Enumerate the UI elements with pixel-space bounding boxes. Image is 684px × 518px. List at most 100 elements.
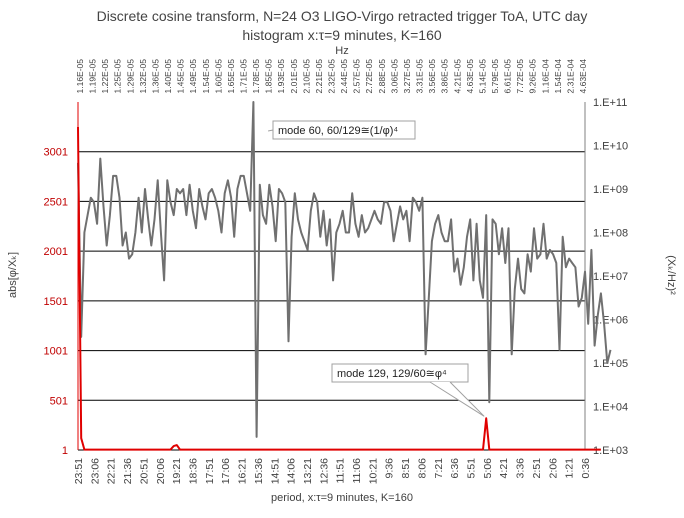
top-tick-label: 2.10E-05: [301, 59, 311, 94]
top-tick-label: 1.54E-05: [201, 59, 211, 94]
x-axis-label: period, x:τ=9 minutes, K=160: [271, 492, 413, 504]
top-tick-label: 2.01E-05: [289, 59, 299, 94]
top-tick-label: 4.21E-05: [452, 59, 462, 94]
bottom-tick-label: 3:36: [515, 458, 527, 479]
tick-labels: 1501100115012001250130011.E+031.E+041.E+…: [44, 59, 629, 485]
top-tick-label: 9.26E-05: [528, 59, 538, 94]
series-lines: [77, 101, 612, 451]
top-tick-label: 1.16E-04: [540, 59, 550, 94]
bottom-tick-label: 16:21: [237, 458, 249, 484]
bottom-tick-label: 5:51: [466, 458, 478, 479]
top-tick-label: 1.45E-05: [176, 59, 186, 94]
top-axis-label: Hz: [335, 45, 348, 57]
bottom-tick-label: 2:06: [547, 458, 559, 479]
bottom-tick-label: 10:21: [367, 458, 379, 484]
bottom-tick-label: 1:21: [564, 458, 576, 479]
top-tick-label: 3.86E-05: [440, 59, 450, 94]
bottom-tick-label: 7:21: [433, 458, 445, 479]
top-tick-label: 5.14E-05: [477, 59, 487, 94]
y-right-tick-label: 1.E+09: [593, 184, 628, 196]
top-tick-label: 1.49E-05: [188, 59, 198, 94]
top-tick-label: 2.72E-05: [364, 59, 374, 94]
bottom-tick-label: 6:36: [449, 458, 461, 479]
y-left-tick-label: 501: [50, 395, 68, 407]
y-left-tick-label: 1: [62, 445, 68, 457]
top-tick-label: 1.29E-05: [125, 59, 135, 94]
bottom-tick-label: 14:51: [269, 458, 281, 484]
top-tick-label: 2.57E-05: [352, 59, 362, 94]
series-line-power: [77, 101, 612, 438]
top-tick-label: 1.16E-05: [75, 59, 85, 94]
bottom-tick-label: 20:06: [155, 458, 167, 484]
bottom-tick-label: 17:06: [220, 458, 232, 484]
y-right-tick-label: 1.E+04: [593, 402, 628, 414]
top-tick-label: 3.31E-05: [415, 59, 425, 94]
bottom-tick-label: 0:36: [580, 458, 592, 479]
top-tick-label: 1.32E-05: [138, 59, 148, 94]
annotation-mode60: mode 60, 60/129≅(1/φ)⁴: [278, 125, 398, 137]
y-right-tick-label: 1.E+08: [593, 228, 628, 240]
bottom-tick-label: 13:21: [302, 458, 314, 484]
y-right-tick-label: 1.E+10: [593, 141, 628, 153]
top-tick-label: 3.06E-05: [389, 59, 399, 94]
top-tick-label: 2.32E-05: [327, 59, 337, 94]
top-tick-label: 1.36E-05: [150, 59, 160, 94]
y-axis-label-right: (Xₖ/Hz)²: [665, 255, 677, 295]
top-tick-label: 1.19E-05: [88, 59, 98, 94]
bottom-tick-label: 9:36: [384, 458, 396, 479]
top-tick-label: 7.72E-05: [515, 59, 525, 94]
top-tick-label: 2.21E-05: [314, 59, 324, 94]
bottom-tick-label: 8:51: [400, 458, 412, 479]
y-left-tick-label: 2501: [44, 196, 68, 208]
bottom-tick-label: 15:36: [253, 458, 265, 484]
bottom-tick-label: 17:51: [204, 458, 216, 484]
bottom-tick-label: 11:06: [351, 458, 363, 484]
y-right-tick-label: 1.E+11: [593, 97, 627, 109]
annotation-pointer-mode129: [429, 381, 485, 417]
top-tick-label: 4.63E-04: [578, 59, 588, 94]
y-left-tick-label: 2001: [44, 246, 68, 258]
y-right-tick-label: 1.E+05: [593, 358, 628, 370]
top-tick-label: 1.54E-04: [553, 59, 563, 94]
top-tick-label: 4.63E-05: [465, 59, 475, 94]
series-line-ratio: [77, 126, 601, 451]
top-tick-label: 1.93E-05: [276, 59, 286, 94]
bottom-tick-label: 5:06: [482, 458, 494, 479]
top-tick-label: 1.60E-05: [213, 59, 223, 94]
bottom-tick-label: 2:51: [531, 458, 543, 479]
bottom-tick-label: 4:21: [498, 458, 510, 479]
chart-title-line2: histogram x:τ=9 minutes, K=160: [242, 27, 442, 43]
top-tick-label: 1.78E-05: [251, 59, 261, 94]
annotation-mode129: mode 129, 129/60≅φ⁴: [337, 368, 447, 380]
bottom-tick-label: 8:06: [416, 458, 428, 479]
y-left-tick-label: 1001: [44, 346, 68, 358]
y-left-tick-label: 3001: [44, 147, 68, 159]
bottom-tick-label: 21:36: [122, 458, 134, 484]
y-right-tick-label: 1.E+03: [593, 445, 628, 457]
top-tick-label: 1.65E-05: [226, 59, 236, 94]
bottom-tick-label: 12:36: [318, 458, 330, 484]
bottom-tick-label: 20:51: [138, 458, 150, 484]
bottom-tick-label: 23:51: [73, 458, 85, 484]
y-right-tick-label: 1.E+06: [593, 315, 628, 327]
bottom-tick-label: 18:36: [187, 458, 199, 484]
annotation-pointer-mode60: [268, 129, 274, 132]
bottom-tick-label: 22:21: [106, 458, 118, 484]
top-tick-label: 2.88E-05: [377, 59, 387, 94]
annotations: mode 60, 60/129≅(1/φ)⁴ mode 129, 129/60≅φ…: [268, 120, 485, 417]
top-tick-label: 1.40E-05: [163, 59, 173, 94]
bottom-tick-label: 23:06: [89, 458, 101, 484]
chart-title-line1: Discrete cosine transform, N=24 O3 LIGO-…: [97, 8, 588, 24]
bottom-tick-label: 19:21: [171, 458, 183, 484]
top-tick-label: 2.31E-04: [565, 59, 575, 94]
y-right-tick-label: 1.E+07: [593, 271, 628, 283]
top-tick-label: 5.79E-05: [490, 59, 500, 94]
top-tick-label: 6.61E-05: [503, 59, 513, 94]
top-tick-label: 2.44E-05: [339, 59, 349, 94]
top-tick-label: 3.27E-05: [402, 59, 412, 94]
top-tick-label: 1.25E-05: [113, 59, 123, 94]
bottom-tick-label: 11:51: [335, 458, 347, 484]
